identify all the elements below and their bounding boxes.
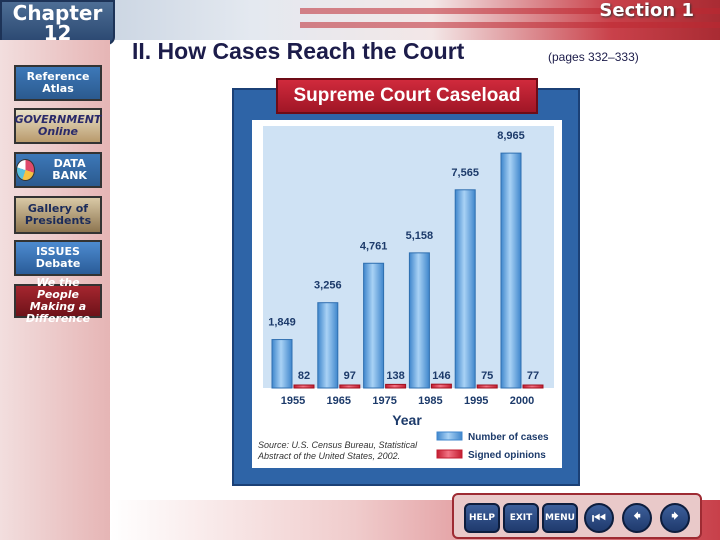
first-arrow-icon[interactable]: ⏮ [584, 503, 614, 533]
top-banner [0, 0, 720, 40]
chart-panel [252, 120, 562, 468]
menu-button[interactable]: MENU [542, 503, 578, 533]
sidebar-item-reference-atlas[interactable]: Reference Atlas [14, 65, 102, 101]
sidebar-item-gallery-of-presidents[interactable]: Gallery of Presidents [14, 196, 102, 234]
flag-stripe [300, 22, 720, 28]
sidebar-item-label: Gallery of Presidents [24, 202, 92, 227]
chapter-tab: Chapter 12 [0, 0, 115, 45]
page-reference: (pages 332–333) [548, 50, 639, 64]
exit-button[interactable]: EXIT [503, 503, 539, 533]
slide-title: II. How Cases Reach the Court [132, 38, 465, 64]
pie-chart-icon [16, 159, 36, 181]
sidebar-item-label: We the People Making a Difference [25, 276, 91, 325]
chapter-label: Chapter [12, 1, 103, 25]
chart-title: Supreme Court Caseload [276, 78, 538, 114]
sidebar-item-data-bank[interactable]: DATA BANK [14, 152, 102, 188]
sidebar-item-label: GOVERNMENT Online [14, 113, 102, 138]
sidebar-item-label: DATA BANK [52, 157, 87, 182]
sidebar-item-label: ISSUES Debate [35, 245, 81, 270]
sidebar-item-issues-debate[interactable]: ISSUES Debate [14, 240, 102, 276]
next-arrow-icon[interactable]: 🠺 [660, 503, 690, 533]
chapter-number: 12 [43, 21, 72, 45]
sidebar-item-government-online[interactable]: GOVERNMENT Online [14, 108, 102, 144]
sidebar-item-we-the-people[interactable]: We the People Making a Difference [14, 277, 102, 325]
help-button[interactable]: HELP [464, 503, 500, 533]
section-label: Section 1 [599, 0, 694, 21]
flag-stripe [300, 8, 720, 14]
sidebar-item-label: Reference Atlas [26, 70, 90, 95]
prev-arrow-icon[interactable]: 🠸 [622, 503, 652, 533]
